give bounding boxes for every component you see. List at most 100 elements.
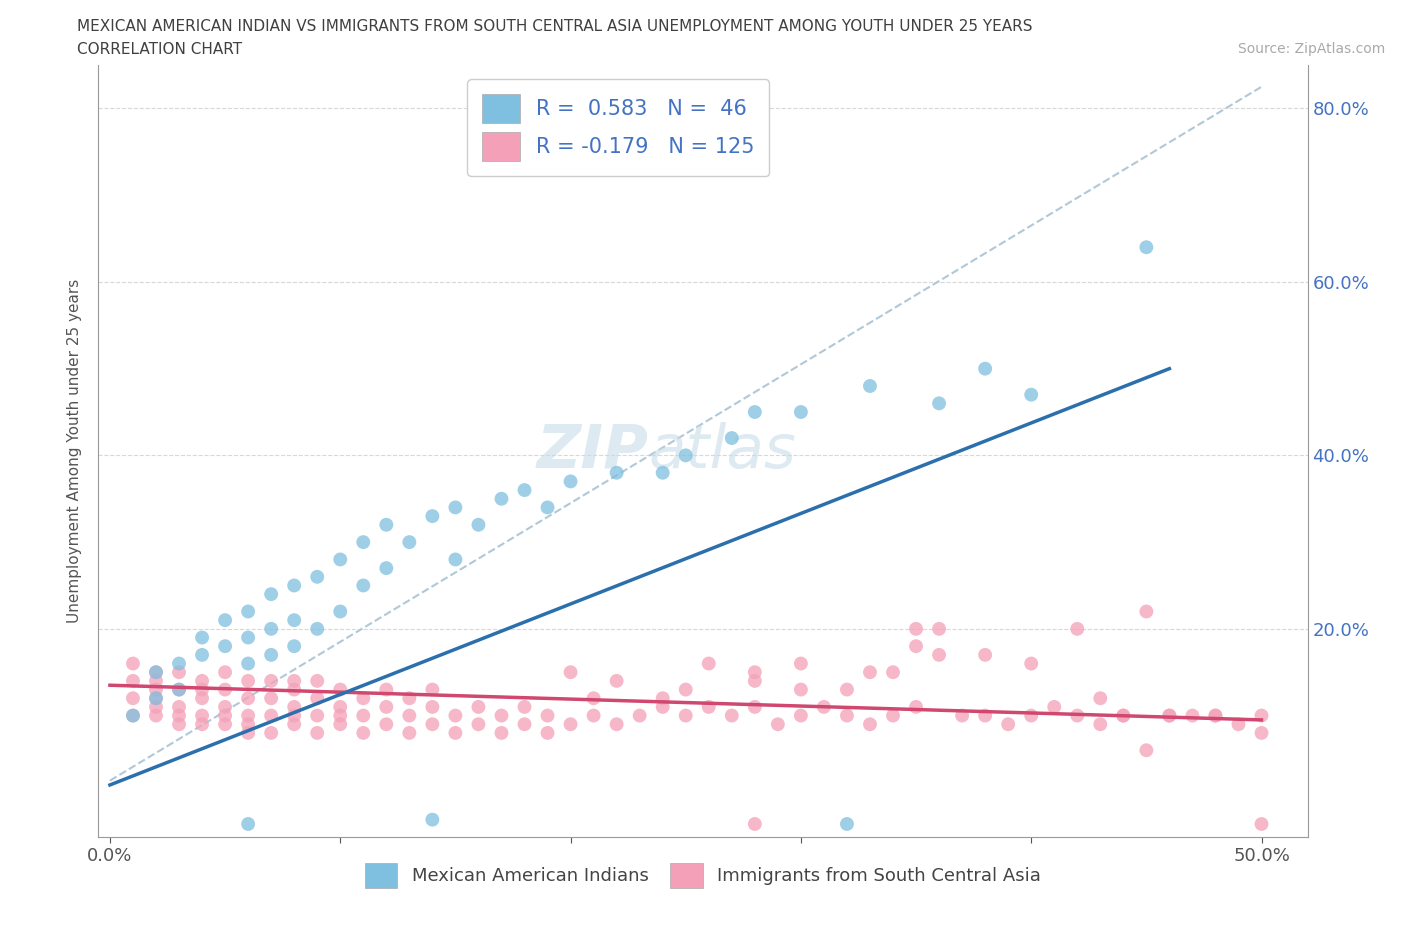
Point [905, 699, 928, 714]
Point [1204, 708, 1226, 723]
Point [790, 708, 813, 723]
Point [928, 621, 950, 636]
Point [422, 812, 444, 827]
Point [1019, 656, 1042, 671]
Point [191, 691, 214, 706]
Point [582, 691, 605, 706]
Point [145, 699, 167, 714]
Point [398, 708, 420, 723]
Point [491, 708, 513, 723]
Point [191, 673, 214, 688]
Point [513, 717, 536, 732]
Point [329, 604, 352, 619]
Point [260, 691, 283, 706]
Point [145, 665, 167, 680]
Point [720, 708, 742, 723]
Point [513, 483, 536, 498]
Point [352, 708, 374, 723]
Point [191, 682, 214, 697]
Point [283, 578, 305, 593]
Point [536, 708, 558, 723]
Point [859, 665, 882, 680]
Point [167, 708, 190, 723]
Point [167, 682, 190, 697]
Point [651, 691, 673, 706]
Point [905, 639, 928, 654]
Point [905, 621, 928, 636]
Point [675, 708, 697, 723]
Point [236, 631, 259, 645]
Point [191, 647, 214, 662]
Point [375, 682, 398, 697]
Point [375, 699, 398, 714]
Point [191, 717, 214, 732]
Point [260, 647, 283, 662]
Point [283, 699, 305, 714]
Point [214, 613, 236, 628]
Point [928, 396, 950, 411]
Point [790, 682, 813, 697]
Point [145, 682, 167, 697]
Point [214, 699, 236, 714]
Point [236, 656, 259, 671]
Text: atlas: atlas [648, 421, 796, 481]
Point [467, 517, 489, 532]
Point [214, 665, 236, 680]
Point [329, 682, 352, 697]
Point [1019, 387, 1042, 402]
Point [398, 691, 420, 706]
Point [145, 691, 167, 706]
Point [1204, 708, 1226, 723]
Point [813, 699, 835, 714]
Point [167, 682, 190, 697]
Point [859, 717, 882, 732]
Point [283, 717, 305, 732]
Point [236, 604, 259, 619]
Point [214, 682, 236, 697]
Point [145, 673, 167, 688]
Point [744, 405, 766, 419]
Point [467, 699, 489, 714]
Point [191, 631, 214, 645]
Point [491, 491, 513, 506]
Point [398, 725, 420, 740]
Point [1112, 708, 1135, 723]
Point [1227, 717, 1250, 732]
Point [444, 552, 467, 567]
Point [651, 699, 673, 714]
Point [122, 673, 145, 688]
Text: Source: ZipAtlas.com: Source: ZipAtlas.com [1237, 42, 1385, 56]
Point [422, 699, 444, 714]
Point [307, 708, 329, 723]
Point [122, 708, 145, 723]
Point [744, 817, 766, 831]
Point [582, 708, 605, 723]
Point [675, 448, 697, 463]
Point [167, 699, 190, 714]
Point [744, 673, 766, 688]
Legend: Mexican American Indians, Immigrants from South Central Asia: Mexican American Indians, Immigrants fro… [356, 854, 1050, 897]
Point [606, 673, 628, 688]
Point [122, 708, 145, 723]
Point [167, 656, 190, 671]
Point [560, 474, 582, 489]
Text: ZIP: ZIP [537, 421, 648, 481]
Point [145, 708, 167, 723]
Point [1135, 743, 1157, 758]
Point [352, 535, 374, 550]
Point [744, 665, 766, 680]
Point [628, 708, 651, 723]
Point [422, 717, 444, 732]
Point [398, 535, 420, 550]
Point [122, 656, 145, 671]
Text: MEXICAN AMERICAN INDIAN VS IMMIGRANTS FROM SOUTH CENTRAL ASIA UNEMPLOYMENT AMONG: MEXICAN AMERICAN INDIAN VS IMMIGRANTS FR… [77, 19, 1033, 33]
Point [882, 708, 904, 723]
Point [236, 673, 259, 688]
Point [720, 431, 742, 445]
Point [145, 691, 167, 706]
Point [606, 465, 628, 480]
Point [997, 717, 1019, 732]
Point [1250, 817, 1272, 831]
Point [329, 552, 352, 567]
Point [1019, 708, 1042, 723]
